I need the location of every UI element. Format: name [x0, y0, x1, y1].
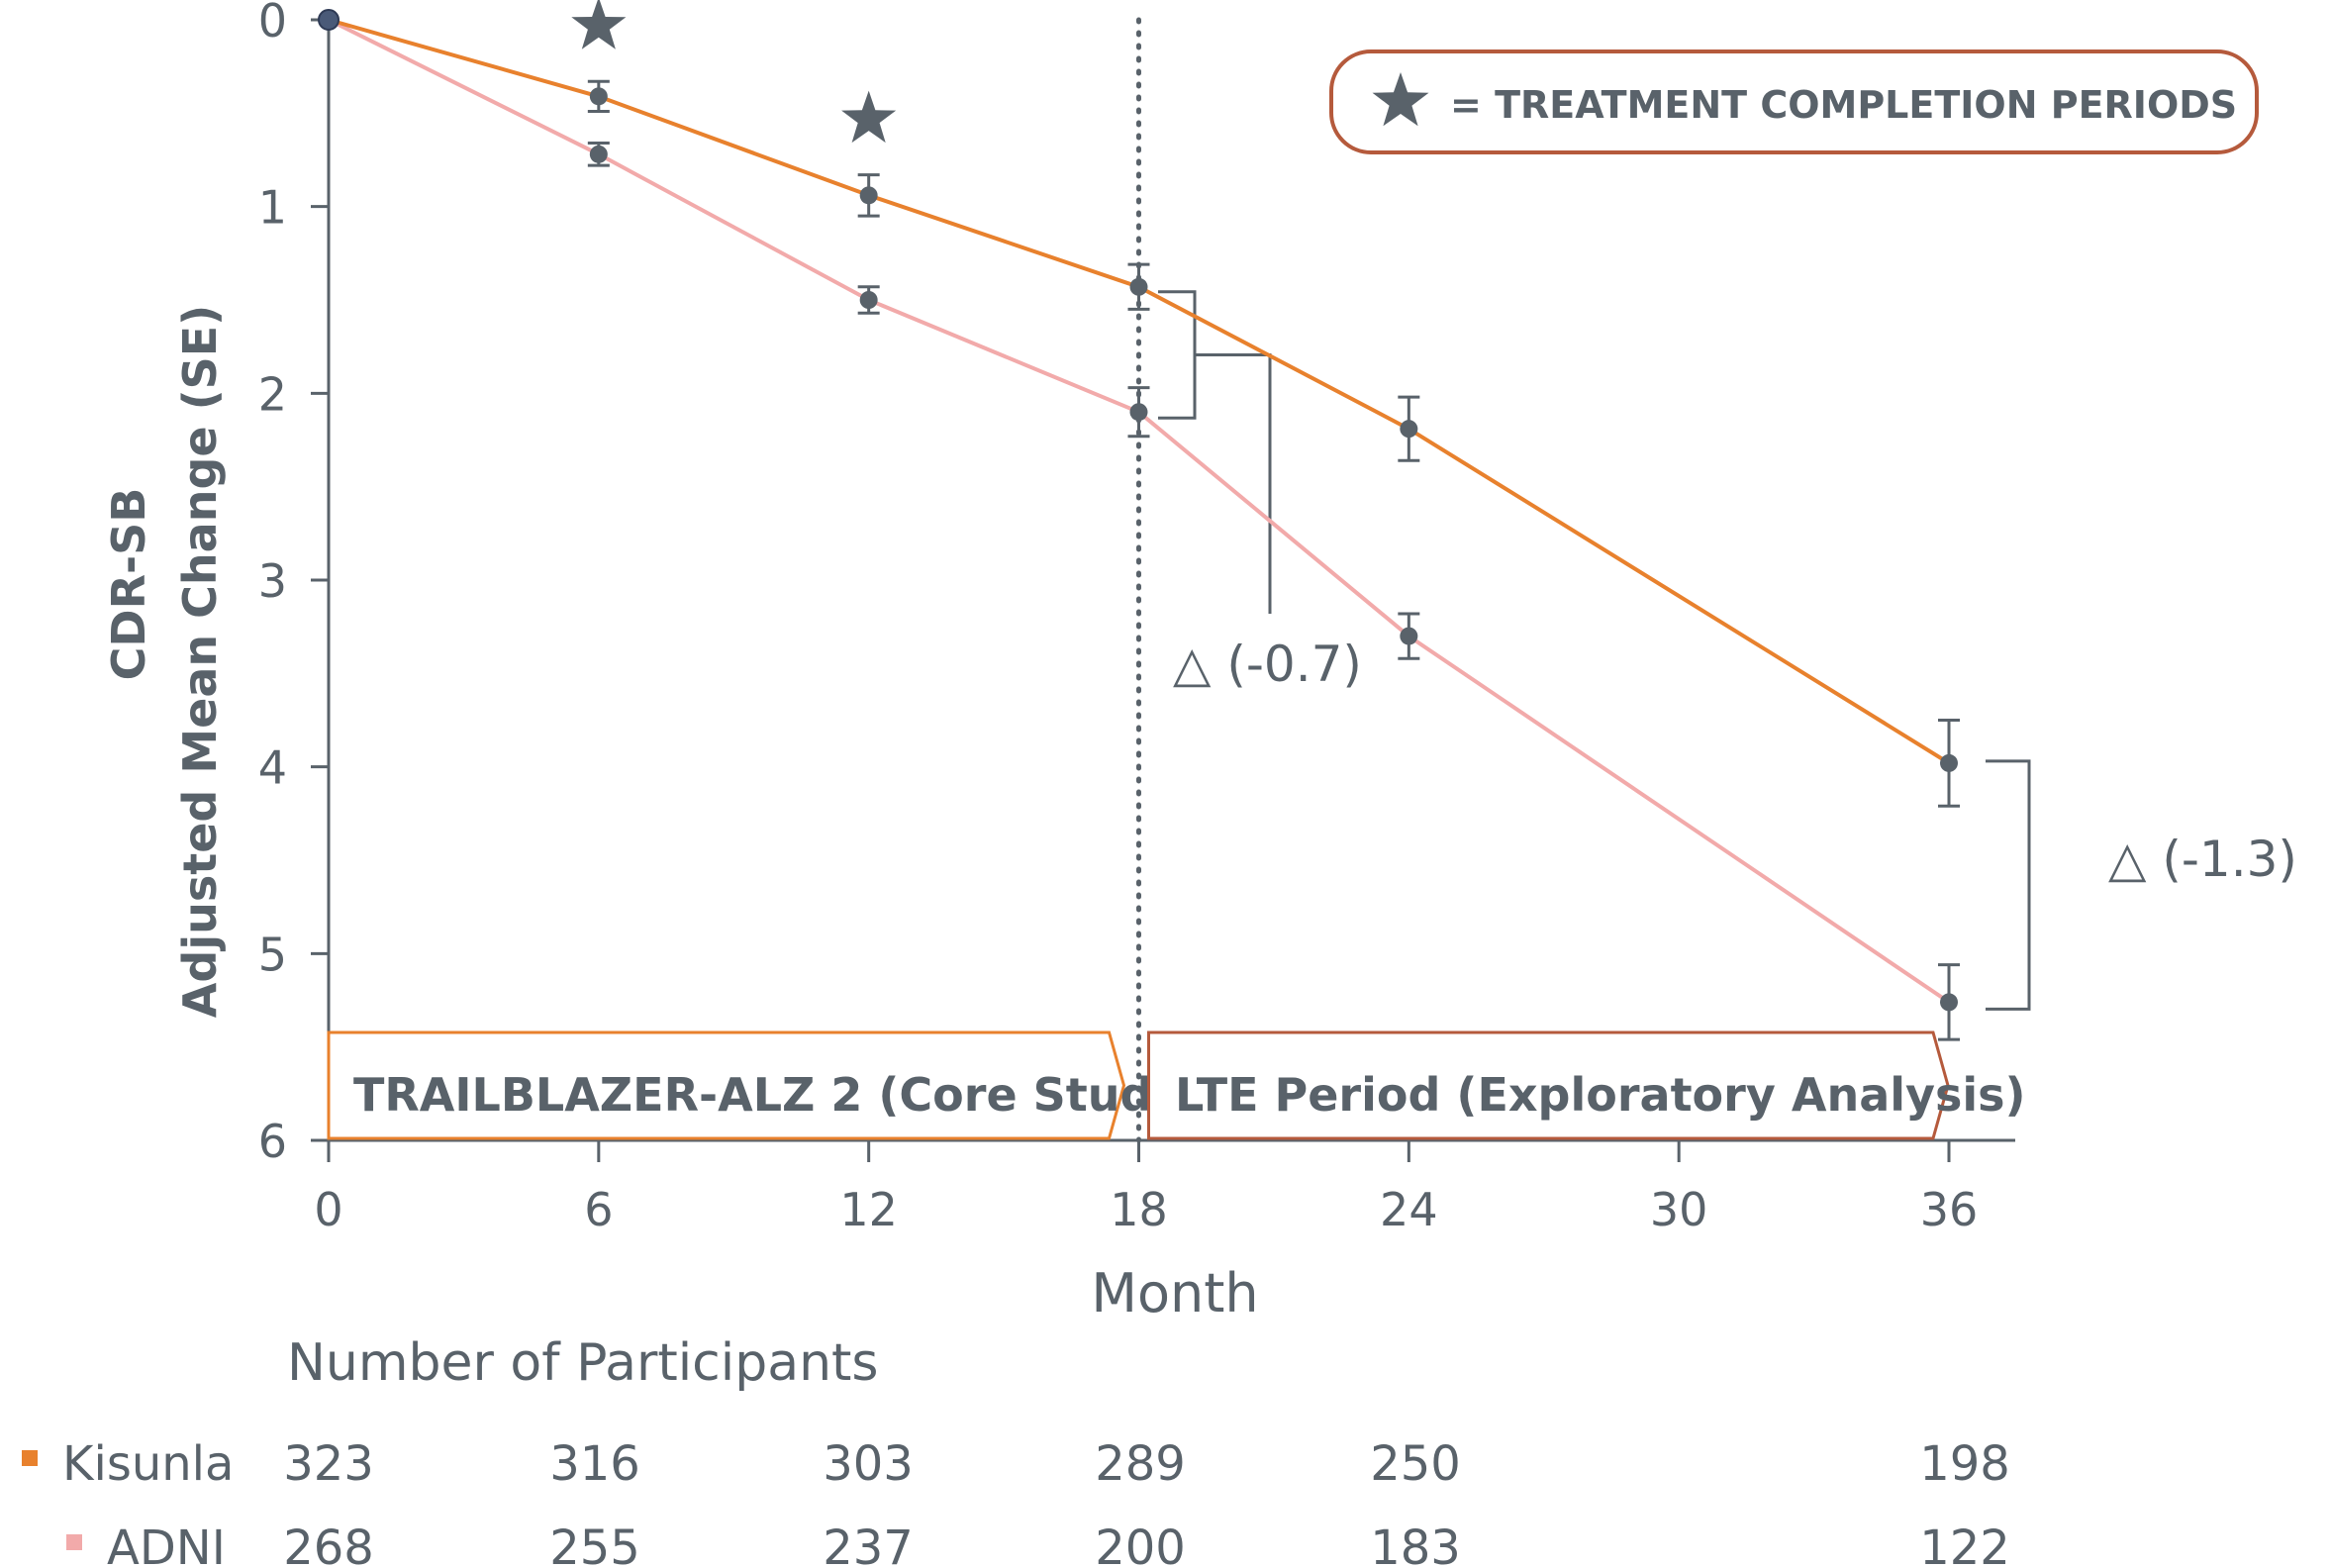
participants-title: Number of Participants [287, 1333, 879, 1393]
legend-swatch-adni [66, 1534, 82, 1550]
data-point-kisunla [1940, 753, 1958, 772]
participants-cell: 183 [1370, 1520, 1461, 1568]
y-tick-label: 1 [258, 181, 287, 235]
participants-cell: 289 [1095, 1436, 1186, 1492]
delta-bracket-36 [1986, 759, 2031, 1011]
participants-row-label: Kisunla [62, 1436, 234, 1492]
participants-cell: 303 [823, 1436, 914, 1492]
series-layer [318, 9, 1960, 1041]
data-point-adni [859, 291, 878, 309]
series-line-kisunla [328, 18, 1951, 765]
x-ticks: 0 6 12 18 24 30 36 [314, 1140, 1978, 1236]
participants-row-label: ADNI [107, 1520, 226, 1568]
data-point-adni [589, 145, 608, 163]
delta-bracket-18 [1158, 290, 1197, 420]
series-line-adni [328, 18, 1951, 1005]
x-tick-label: 36 [1920, 1183, 1979, 1236]
star-icon [1372, 72, 1429, 127]
participants-cell: 250 [1370, 1436, 1461, 1492]
y-tick-label: 0 [258, 0, 287, 48]
y-tick-label: 5 [258, 928, 287, 981]
delta-label-18: △ (-0.7) [1173, 636, 1362, 693]
period-label-lte: LTE Period (Exploratory Analysis) [1175, 1068, 2026, 1122]
x-tick-label: 30 [1650, 1183, 1708, 1236]
data-point-origin [318, 9, 340, 31]
star-icon [841, 90, 897, 144]
participants-cell: 323 [283, 1436, 374, 1492]
participants-cell: 122 [1919, 1520, 2010, 1568]
legend-swatch-kisunla [22, 1450, 38, 1466]
star-icon [571, 0, 627, 49]
legend-text: = TREATMENT COMPLETION PERIODS [1450, 83, 2237, 127]
participants-cell: 237 [823, 1520, 914, 1568]
y-tick-label: 3 [258, 554, 287, 608]
delta-label-36: △ (-1.3) [2108, 831, 2297, 888]
data-point-adni [1400, 627, 1418, 645]
x-tick-label: 6 [584, 1183, 613, 1236]
period-banner-core [327, 1030, 1126, 1140]
treatment-completion-stars [571, 0, 897, 144]
data-point-kisunla [1129, 277, 1148, 296]
participants-cell: 198 [1919, 1436, 2010, 1492]
data-point-adni [1940, 993, 1958, 1012]
participants-table: Kisunla 323 316 303 289 250 198 ADNI 268 255 237 20… [22, 1436, 2010, 1568]
x-tick-label: 12 [839, 1183, 898, 1236]
x-tick-label: 18 [1110, 1183, 1168, 1236]
data-point-kisunla [1400, 420, 1418, 439]
y-tick-label: 2 [258, 367, 287, 421]
star-shape [1372, 72, 1429, 127]
y-tick-label: 4 [258, 741, 287, 795]
period-banner-lte [1147, 1030, 1950, 1140]
period-label-core: TRAILBLAZER-ALZ 2 (Core Study) [353, 1068, 1203, 1122]
data-point-kisunla [589, 87, 608, 106]
x-tick-label: 24 [1380, 1183, 1438, 1236]
data-point-kisunla [859, 186, 878, 205]
y-axis-title-line1: CDR-SB [102, 488, 155, 681]
delta-leader-18 [1195, 352, 1272, 614]
participants-cell: 316 [549, 1436, 640, 1492]
participants-cell: 255 [549, 1520, 640, 1568]
y-ticks: 0 1 2 3 4 5 6 [258, 0, 329, 1168]
participants-cell: 268 [283, 1520, 374, 1568]
x-tick-label: 0 [314, 1183, 342, 1236]
y-tick-label: 6 [258, 1115, 287, 1168]
legend-box [1329, 49, 2259, 154]
data-point-adni [1129, 403, 1148, 422]
y-axis-title-line2: Adjusted Mean Change (SE) [173, 305, 227, 1018]
participants-cell: 200 [1095, 1520, 1186, 1568]
x-axis-title: Month [1091, 1262, 1258, 1324]
